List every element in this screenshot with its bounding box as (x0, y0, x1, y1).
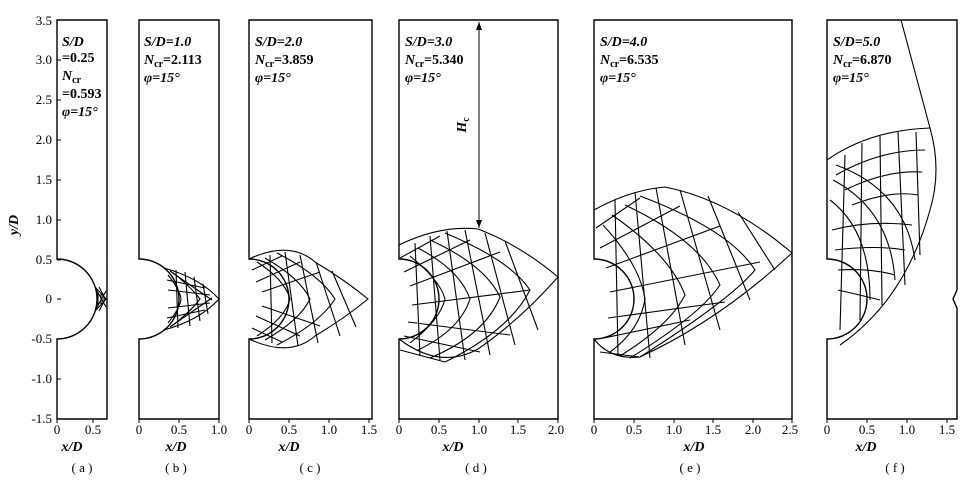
x-tick: 0 (396, 422, 403, 437)
panel-e: S/D=4.0 Ncr=6.535 φ=15° 0 0.5 1.0 1.5 2.… (591, 19, 798, 475)
y-tick: 2.5 (36, 92, 52, 107)
y-tick: -0.5 (31, 331, 52, 346)
x-tick: 0 (824, 422, 831, 437)
panel-f-caption: ( f ) (885, 460, 905, 475)
y-tick: 0.5 (36, 252, 52, 267)
x-tick: 1.0 (666, 422, 682, 437)
y-tick: 1.0 (36, 212, 52, 227)
x-tick: 1.5 (939, 422, 955, 437)
y-tick: 2.0 (36, 132, 52, 147)
panel-a-ncr-value: =0.593 (62, 87, 101, 102)
panel-a-caption: ( a ) (72, 460, 93, 475)
x-tick: 1.5 (705, 422, 721, 437)
x-tick: 2.0 (745, 422, 761, 437)
panel-d-dimension-label: Hc (455, 117, 472, 134)
panel-e-caption: ( e ) (680, 460, 701, 475)
x-tick: 0 (54, 422, 61, 437)
panel-c-slip-mesh (248, 249, 369, 349)
panel-a-xlabel: x/D (61, 440, 83, 455)
panel-c-sd: S/D=2.0 (255, 35, 302, 50)
panel-a-sd-value: =0.25 (62, 51, 94, 66)
panel-b-caption: ( b ) (165, 460, 187, 475)
panel-e-xlabel: x/D (683, 440, 705, 455)
x-tick: 0.5 (431, 422, 447, 437)
panel-e-phi: φ=15° (600, 71, 636, 86)
panel-d-dimension-arrow (476, 22, 482, 228)
panel-e-boundary (593, 19, 793, 420)
x-tick: 2.0 (548, 422, 564, 437)
panel-a: S/D =0.25 Ncr =0.593 φ=15° 0 0.5 x/D ( a… (54, 19, 108, 475)
panel-f-annotation: S/D=5.0 Ncr=6.870 φ=15° (832, 35, 892, 86)
panel-c-xlabel: x/D (278, 440, 300, 455)
panel-d-sd: S/D=3.0 (405, 35, 452, 50)
y-axis: y/D 3.5 3.0 2.5 2.0 1.5 1.0 0.5 0 -0.5 -… (7, 13, 61, 426)
panel-b-annotation: S/D=1.0 Ncr=2.113 φ=15° (143, 35, 202, 86)
x-tick: 1.0 (471, 422, 487, 437)
panel-d: Hc S/D=3.0 Ncr=5.340 φ=15° 0 0.5 1.0 1.5… (396, 19, 564, 475)
y-tick: 0 (46, 291, 53, 306)
panel-c-ncr: Ncr=3.859 (254, 53, 314, 70)
panel-b-ncr: Ncr=2.113 (143, 53, 202, 70)
panel-a-sd: S/D (62, 35, 84, 50)
panel-f-ncr: Ncr=6.870 (832, 53, 892, 70)
panel-a-phi: φ=15° (62, 105, 98, 120)
panel-b-phi: φ=15° (144, 71, 180, 86)
panel-b-slip-mesh (163, 267, 220, 331)
panel-f-phi: φ=15° (833, 71, 869, 86)
y-tick: 3.0 (36, 52, 52, 67)
panel-c-annotation: S/D=2.0 Ncr=3.859 φ=15° (254, 35, 314, 86)
x-tick: 1.0 (899, 422, 915, 437)
panel-f-boundary (826, 19, 958, 420)
panel-e-slip-mesh (593, 186, 793, 359)
x-tick: 1.0 (321, 422, 337, 437)
panel-b: S/D=1.0 Ncr=2.113 φ=15° 0 0.5 1.0 x/D ( … (136, 19, 227, 475)
x-tick: 2.5 (782, 422, 798, 437)
x-tick: 0 (591, 422, 598, 437)
x-tick: 0.5 (859, 422, 875, 437)
panel-d-boundary (398, 19, 559, 420)
x-tick: 0.5 (626, 422, 642, 437)
panel-d-caption: ( d ) (465, 460, 487, 475)
y-tick: 1.5 (36, 172, 52, 187)
panel-e-sd: S/D=4.0 (600, 35, 647, 50)
panel-d-phi: φ=15° (405, 71, 441, 86)
panel-c: S/D=2.0 Ncr=3.859 φ=15° 0 0.5 1.0 1.5 x/… (246, 19, 377, 475)
x-tick: 0.5 (85, 422, 101, 437)
x-tick: 1.5 (510, 422, 526, 437)
x-tick: 0 (246, 422, 253, 437)
panel-b-xlabel: x/D (165, 440, 187, 455)
panel-e-ncr: Ncr=6.535 (599, 53, 659, 70)
panel-a-boundary (56, 19, 108, 420)
panel-d-ncr: Ncr=5.340 (404, 53, 464, 70)
y-tick: 3.5 (36, 13, 52, 28)
panel-f-sd: S/D=5.0 (833, 35, 880, 50)
panel-c-caption: ( c ) (300, 460, 321, 475)
panel-a-slip-mesh (94, 286, 107, 312)
x-tick: 0.5 (171, 422, 187, 437)
x-tick: 1.5 (361, 422, 377, 437)
x-tick: 0.5 (281, 422, 297, 437)
y-axis-label: y/D (7, 215, 22, 237)
panel-f-xlabel: x/D (855, 440, 877, 455)
panel-c-phi: φ=15° (255, 71, 291, 86)
panel-e-annotation: S/D=4.0 Ncr=6.535 φ=15° (599, 35, 659, 86)
panel-a-ncr: Ncr (61, 69, 82, 86)
y-tick: -1.0 (31, 371, 52, 386)
panel-d-xlabel: x/D (442, 440, 464, 455)
panel-f-slip-mesh (826, 19, 937, 346)
y-tick: -1.5 (31, 411, 52, 426)
panel-d-slip-mesh (398, 227, 559, 363)
panel-d-annotation: S/D=3.0 Ncr=5.340 φ=15° (404, 35, 464, 86)
panel-a-annotation: S/D =0.25 Ncr =0.593 φ=15° (61, 35, 101, 120)
panel-f: S/D=5.0 Ncr=6.870 φ=15° 0 0.5 1.0 1.5 x/… (824, 19, 958, 475)
panel-b-sd: S/D=1.0 (144, 35, 191, 50)
x-tick: 1.0 (211, 422, 227, 437)
x-tick: 0 (136, 422, 143, 437)
